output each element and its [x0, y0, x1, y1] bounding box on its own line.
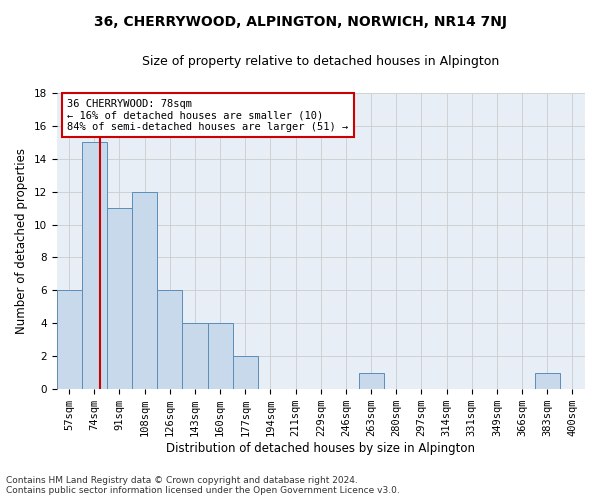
Bar [157, 290, 182, 389]
Bar [182, 324, 208, 389]
Text: 36 CHERRYWOOD: 78sqm
← 16% of detached houses are smaller (10)
84% of semi-detac: 36 CHERRYWOOD: 78sqm ← 16% of detached h… [67, 98, 349, 132]
Bar [107, 208, 132, 389]
Title: Size of property relative to detached houses in Alpington: Size of property relative to detached ho… [142, 55, 499, 68]
Bar [359, 373, 383, 389]
X-axis label: Distribution of detached houses by size in Alpington: Distribution of detached houses by size … [166, 442, 475, 455]
Bar [132, 192, 157, 389]
Bar [82, 142, 107, 389]
Bar [56, 290, 82, 389]
Text: 36, CHERRYWOOD, ALPINGTON, NORWICH, NR14 7NJ: 36, CHERRYWOOD, ALPINGTON, NORWICH, NR14… [94, 15, 506, 29]
Bar [535, 373, 560, 389]
Bar [233, 356, 258, 389]
Y-axis label: Number of detached properties: Number of detached properties [15, 148, 28, 334]
Text: Contains HM Land Registry data © Crown copyright and database right 2024.
Contai: Contains HM Land Registry data © Crown c… [6, 476, 400, 495]
Bar [208, 324, 233, 389]
